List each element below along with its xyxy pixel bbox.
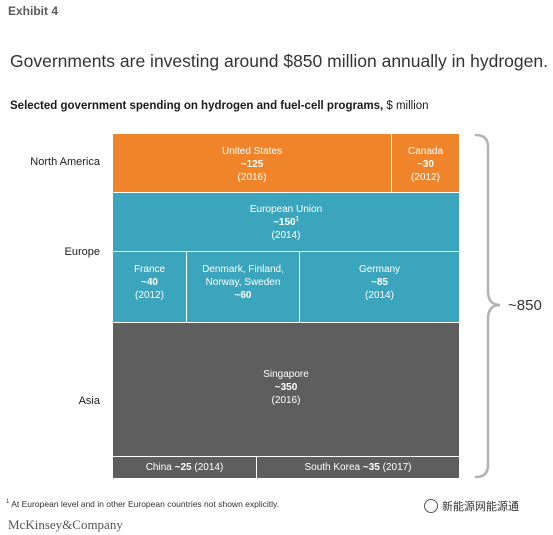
footnote-marker: 1 xyxy=(6,499,10,506)
footnote: 1 At European level and in other Europea… xyxy=(6,499,279,509)
cell-value: ~30 xyxy=(417,159,434,170)
cell-country: European Union xyxy=(249,204,323,215)
cell-year: (2016) xyxy=(237,172,267,183)
cell-european-union: European Union ~1501 (2014) xyxy=(113,193,459,251)
cell-year: (2012) xyxy=(411,172,440,183)
cell-value: ~85 xyxy=(371,277,388,288)
watermark: 新能源网能源通 xyxy=(424,498,519,514)
cell-value: ~25 xyxy=(174,462,192,473)
cell-value: ~150 xyxy=(273,217,296,228)
cell-year: (2014) xyxy=(271,230,301,241)
watermark-text: 新能源网能源通 xyxy=(442,501,519,513)
region-label-north-america: North America xyxy=(30,156,100,168)
cell-china: China ~25 (2014) xyxy=(113,457,256,478)
cell-nordics: Denmark, Finland, Norway, Sweden ~60 xyxy=(187,252,299,322)
total-bracket xyxy=(474,133,501,479)
cell-united-states: United States ~125 (2016) xyxy=(113,134,391,192)
cell-value: ~35 xyxy=(362,462,380,473)
headline: Governments are investing around $850 mi… xyxy=(10,51,548,71)
footnote-marker: 1 xyxy=(295,216,299,223)
cell-value: ~125 xyxy=(240,159,264,170)
cell-country: South Korea xyxy=(304,462,361,473)
cell-year: (2012) xyxy=(135,290,164,301)
wechat-icon xyxy=(424,499,438,513)
cell-value: ~40 xyxy=(141,277,158,288)
cell-country: Denmark, Finland, Norway, Sweden xyxy=(202,264,284,288)
cell-country: Germany xyxy=(358,264,401,275)
footnote-text: At European level and in other European … xyxy=(11,499,280,509)
cell-value-group: ~1501 xyxy=(273,216,299,229)
exhibit-label: Exhibit 4 xyxy=(8,4,59,18)
cell-singapore: Singapore ~350 (2016) xyxy=(113,323,459,456)
cell-canada: Canada ~30 (2012) xyxy=(392,134,459,192)
cell-country: China xyxy=(145,462,172,473)
cell-country: France xyxy=(133,264,166,275)
region-label-europe: Europe xyxy=(64,246,100,258)
cell-country: Canada xyxy=(407,146,444,157)
cell-value: ~60 xyxy=(234,290,252,301)
cell-germany: Germany ~85 (2014) xyxy=(300,252,459,322)
cell-country: Singapore xyxy=(263,369,309,380)
cell-country: United States xyxy=(221,146,283,157)
cell-year: (2017) xyxy=(382,462,412,473)
chart-unit: $ million xyxy=(386,100,429,112)
total-label: ~850 xyxy=(508,297,542,314)
cell-year: (2014) xyxy=(194,462,224,473)
cell-france: France ~40 (2012) xyxy=(113,252,186,322)
chart-title-text: Selected government spending on hydrogen… xyxy=(10,100,384,112)
cell-year: (2016) xyxy=(271,395,301,406)
cell-year: (2014) xyxy=(365,290,394,301)
region-label-asia: Asia xyxy=(78,395,100,407)
cell-south-korea: South Korea ~35 (2017) xyxy=(257,457,459,478)
brand-logo: McKinsey&Company xyxy=(8,517,123,532)
cell-value: ~350 xyxy=(274,382,298,393)
chart-title: Selected government spending on hydrogen… xyxy=(10,100,429,112)
